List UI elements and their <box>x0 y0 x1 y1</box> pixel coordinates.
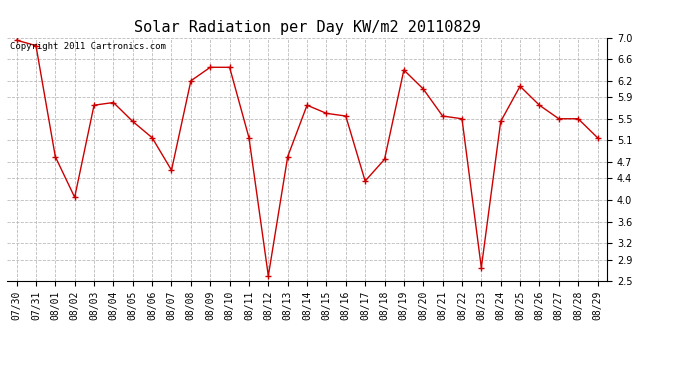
Title: Solar Radiation per Day KW/m2 20110829: Solar Radiation per Day KW/m2 20110829 <box>134 20 480 35</box>
Text: Copyright 2011 Cartronics.com: Copyright 2011 Cartronics.com <box>10 42 166 51</box>
